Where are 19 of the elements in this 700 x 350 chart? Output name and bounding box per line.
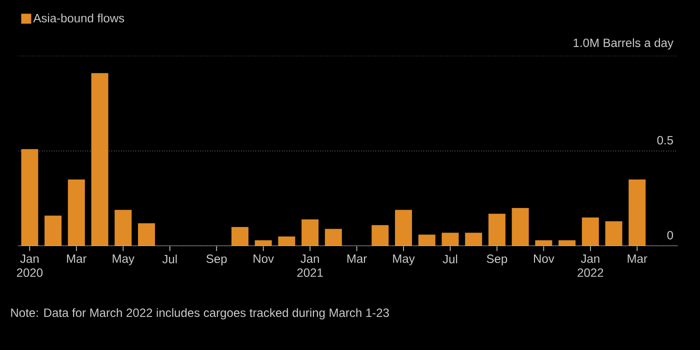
x-tick-label: Nov (534, 254, 554, 263)
x-tick-label: Jan 2021 (297, 254, 323, 277)
x-tick-label: Sep (206, 254, 227, 266)
x-tick-label: Nov (254, 254, 274, 263)
x-tick-label: Sep (486, 254, 508, 266)
legend-label: Asia-bound flows (33, 14, 124, 22)
x-tick-label: Mar (347, 254, 367, 263)
y-tick-label: 0 (667, 230, 674, 240)
x-tick-label: Jan 2022 (578, 254, 604, 277)
y-tick-label: 0.5 (657, 136, 673, 144)
x-tick-label: Mar (67, 254, 87, 263)
x-tick-label: Mar (628, 254, 648, 263)
x-tick-label: Jul (162, 254, 177, 264)
x-tick-label: May (393, 254, 415, 266)
x-tick-label: May (112, 254, 134, 266)
y-tick-label: 1.0M Barrels a day (574, 38, 674, 50)
text: Note: Data for March 2022 includes cargoes tracked during March 1-23 (11, 308, 389, 320)
x-tick-label: Jan 2020 (16, 254, 43, 277)
x-tick-label: Jul (442, 254, 458, 264)
